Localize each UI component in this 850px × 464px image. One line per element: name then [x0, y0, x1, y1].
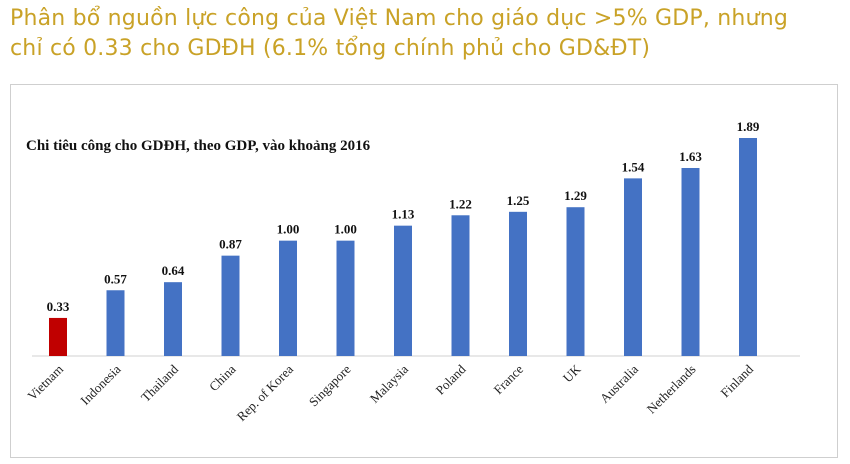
bar-vietnam	[49, 317, 67, 356]
category-label-indonesia: Indonesia	[77, 361, 124, 408]
value-label-poland: 1.22	[449, 196, 472, 211]
value-label-vietnam: 0.33	[47, 299, 70, 314]
category-label-france: France	[491, 361, 527, 397]
value-label-australia: 1.54	[622, 159, 645, 174]
bar-indonesia	[106, 290, 125, 356]
category-label-rep-of-korea: Rep. of Korea	[234, 361, 297, 424]
bar-singapore	[336, 240, 355, 356]
category-label-malaysia: Malaysia	[367, 361, 411, 405]
chart-title: Chi tiêu công cho GDĐH, theo GDP, vào kh…	[26, 138, 371, 154]
value-label-china: 0.87	[219, 237, 242, 252]
headline-line-1: Phân bổ nguồn lực công của Việt Nam cho …	[10, 6, 789, 31]
value-label-indonesia: 0.57	[104, 271, 127, 286]
bar-netherlands	[681, 167, 700, 356]
headline: Phân bổ nguồn lực công của Việt Nam cho …	[10, 4, 840, 64]
bar-china	[221, 255, 240, 356]
category-label-poland: Poland	[432, 361, 468, 397]
value-label-netherlands: 1.63	[679, 149, 702, 164]
bar-malaysia	[394, 225, 412, 356]
value-labels-group: 0.33 0.57 0.64 0.87 1.00 1.00 1.13 1.22 1.25 1.29…	[47, 119, 760, 314]
category-label-finland: Finland	[717, 361, 756, 400]
bars-group	[49, 138, 757, 356]
category-label-singapore: Singapore	[306, 361, 354, 409]
bar-rep-of-korea	[279, 240, 297, 356]
headline-line-2: chỉ có 0.33 cho GDĐH (6.1% tổng chính ph…	[10, 36, 651, 61]
bar-france	[509, 211, 527, 356]
value-label-france: 1.25	[507, 193, 530, 208]
bar-chart: Chi tiêu công cho GDĐH, theo GDP, vào kh…	[24, 119, 800, 424]
bar-uk	[566, 207, 585, 356]
category-label-uk: UK	[560, 361, 584, 385]
bar-finland	[739, 138, 757, 356]
value-label-thailand: 0.64	[162, 263, 185, 278]
category-label-netherlands: Netherlands	[644, 362, 699, 417]
value-label-finland: 1.89	[737, 119, 760, 134]
value-label-uk: 1.29	[564, 188, 587, 203]
value-label-singapore: 1.00	[334, 222, 357, 237]
category-label-australia: Australia	[597, 361, 641, 405]
category-label-thailand: Thailand	[138, 361, 182, 405]
bar-poland	[451, 215, 470, 356]
value-label-rep-of-korea: 1.00	[277, 222, 300, 237]
value-label-malaysia: 1.13	[392, 207, 415, 222]
chart-frame	[10, 84, 838, 458]
category-label-vietnam: Vietnam	[24, 362, 66, 404]
category-label-china: China	[206, 361, 239, 394]
bar-australia	[624, 178, 642, 356]
bar-thailand	[164, 282, 182, 356]
